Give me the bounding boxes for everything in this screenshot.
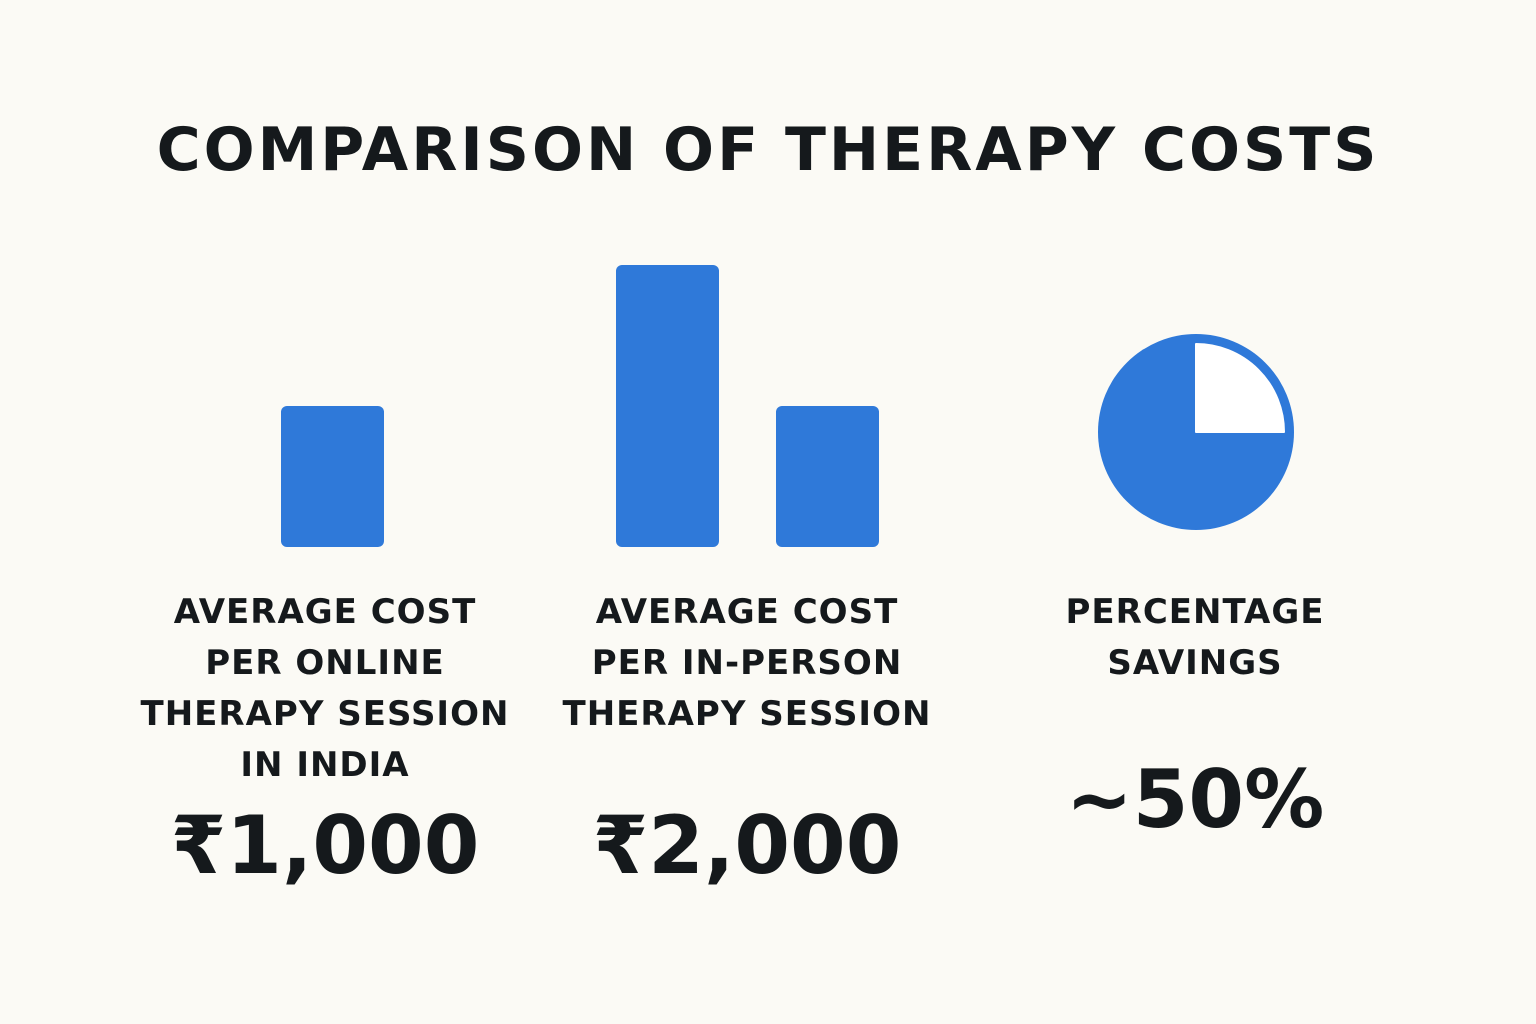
label-line: THERAPY SESSION [140,694,510,734]
value-in-person-cost: ₹2,000 [592,799,902,892]
label-line: SAVINGS [1107,643,1283,683]
pie-slice-cutout [1195,343,1285,433]
label-percentage-savings: PERCENTAGE SAVINGS [1040,587,1350,689]
label-line: AVERAGE COST [173,592,477,632]
bars-layer [281,265,879,547]
label-in-person-cost: AVERAGE COST PER IN-PERSON THERAPY SESSI… [552,587,942,740]
savings-pie [1098,334,1294,530]
value-percentage-savings: ~50% [1065,753,1325,846]
label-online-cost: AVERAGE COST PER ONLINE THERAPY SESSION … [130,587,520,791]
label-line: PER ONLINE [205,643,445,683]
label-line: PER IN-PERSON [591,643,903,683]
label-line: AVERAGE COST [595,592,899,632]
label-line: IN INDIA [240,745,410,785]
chart-title: COMPARISON OF THERAPY COSTS [156,115,1380,185]
value-online-cost: ₹1,000 [170,799,480,892]
label-line: THERAPY SESSION [562,694,932,734]
bar-online [281,406,384,547]
label-line: PERCENTAGE [1065,592,1325,632]
bar-in_person [776,406,879,547]
bar-in_person [616,265,719,547]
